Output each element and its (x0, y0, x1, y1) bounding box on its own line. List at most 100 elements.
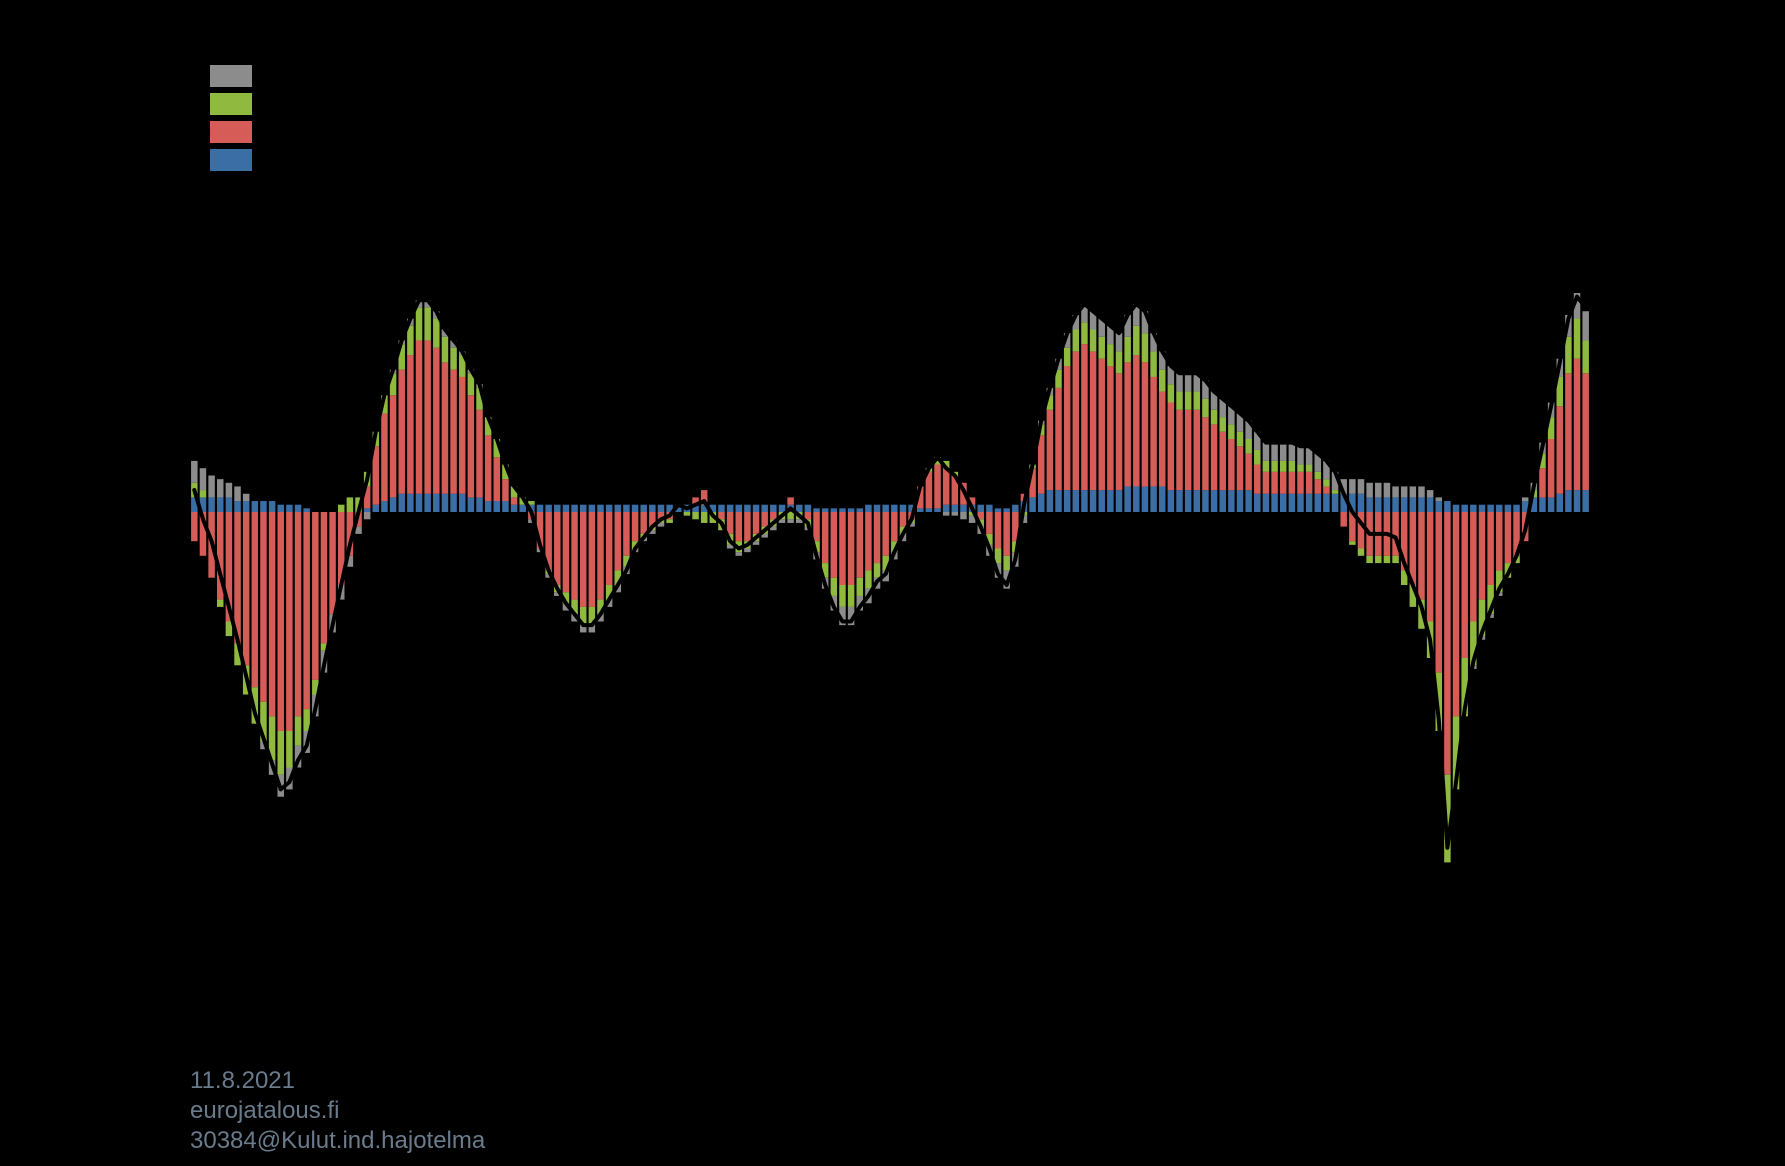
bar-green (865, 570, 871, 588)
bar-red (934, 465, 940, 509)
bar-red (1315, 479, 1321, 494)
bar-blue (839, 508, 845, 512)
bar-green (1245, 439, 1251, 454)
bar-gray (226, 483, 232, 498)
bar-red (1297, 472, 1303, 494)
bar-blue (390, 497, 396, 512)
bar-green (857, 578, 863, 596)
bar-blue (286, 505, 292, 512)
bar-green (528, 501, 534, 505)
bar-red (1539, 468, 1545, 497)
bar-gray (243, 494, 249, 501)
bar-blue (1582, 490, 1588, 512)
bar-green (424, 308, 430, 341)
xtick-label: 2012 (632, 960, 681, 985)
bar-blue (822, 508, 828, 512)
bar-blue (295, 505, 301, 512)
bar-blue (476, 497, 482, 512)
bar-green (1168, 384, 1174, 402)
bar-blue (1237, 490, 1243, 512)
bar-green (848, 585, 854, 607)
bar-blue (1453, 505, 1459, 512)
legend-item (210, 149, 264, 171)
bar-green (1349, 541, 1355, 545)
bar-green (1574, 319, 1580, 359)
bar-blue (1496, 505, 1502, 512)
chart-footer: 11.8.2021 eurojatalous.fi 30384@Kulut.in… (190, 1066, 485, 1156)
bar-blue (303, 508, 309, 512)
bar-green (1090, 330, 1096, 352)
bar-red (381, 413, 387, 501)
bar-blue (519, 505, 525, 512)
bar-red (1098, 359, 1104, 490)
bar-red (787, 497, 793, 504)
xtick-label: 2021 (1566, 960, 1615, 985)
bar-red (260, 512, 266, 702)
bar-green (286, 731, 292, 768)
bar-blue (1142, 486, 1148, 512)
bar-red (329, 512, 335, 614)
bar-gray (234, 486, 240, 501)
bar-blue (744, 505, 750, 512)
footer-site: eurojatalous.fi (190, 1096, 485, 1126)
bar-blue (1366, 497, 1372, 512)
bar-blue (407, 494, 413, 512)
bar-green (684, 512, 690, 516)
bar-green (1332, 490, 1338, 494)
bar-red (433, 348, 439, 494)
bar-red (398, 370, 404, 494)
bar-green (1081, 322, 1087, 344)
xtick-label: 2011 (529, 960, 576, 985)
bar-blue (865, 505, 871, 512)
bar-red (502, 479, 508, 501)
bar-green (200, 490, 206, 497)
bar-blue (545, 505, 551, 512)
bar-green (278, 731, 284, 775)
bar-red (865, 512, 871, 570)
bar-blue (450, 494, 456, 512)
xtick-label: 2019 (1358, 960, 1407, 985)
bar-blue (882, 505, 888, 512)
bar-red (312, 512, 318, 680)
ytick-label: 3 (166, 280, 178, 305)
bar-red (1107, 366, 1113, 490)
bar-gray (960, 512, 966, 519)
bar-red (1487, 512, 1493, 585)
legend-swatch (210, 65, 252, 87)
bar-blue (1029, 497, 1035, 512)
bar-red (640, 512, 646, 534)
xtick-label: 2009 (321, 960, 370, 985)
bar-green (1237, 432, 1243, 447)
bar-green (1358, 549, 1364, 556)
bar-blue (502, 501, 508, 512)
bar-blue (269, 501, 275, 512)
bar-red (943, 468, 949, 505)
bar-red (632, 512, 638, 541)
bar-blue (1444, 501, 1450, 512)
legend-item (210, 121, 264, 143)
bar-blue (1254, 494, 1260, 512)
bar-gray (943, 512, 949, 516)
bar-red (1211, 424, 1217, 490)
bar-red (191, 512, 197, 541)
bar-red (390, 395, 396, 497)
bar-blue (960, 505, 966, 512)
ytick-label: -5 (158, 864, 178, 889)
bar-red (744, 512, 750, 541)
bar-red (900, 512, 906, 527)
bar-red (995, 512, 1001, 549)
legend-item (210, 93, 264, 115)
bar-red (468, 395, 474, 497)
bar-blue (1384, 497, 1390, 512)
bar-red (269, 512, 275, 716)
bar-green (1254, 450, 1260, 465)
bar-blue (597, 505, 603, 512)
xtick-label: 2015 (943, 960, 992, 985)
bar-red (736, 512, 742, 541)
bar-blue (1098, 490, 1104, 512)
bar-red (563, 512, 569, 592)
bar-red (1185, 410, 1191, 490)
bar-green (1219, 417, 1225, 432)
bar-green (1366, 556, 1372, 563)
bar-red (407, 355, 413, 494)
